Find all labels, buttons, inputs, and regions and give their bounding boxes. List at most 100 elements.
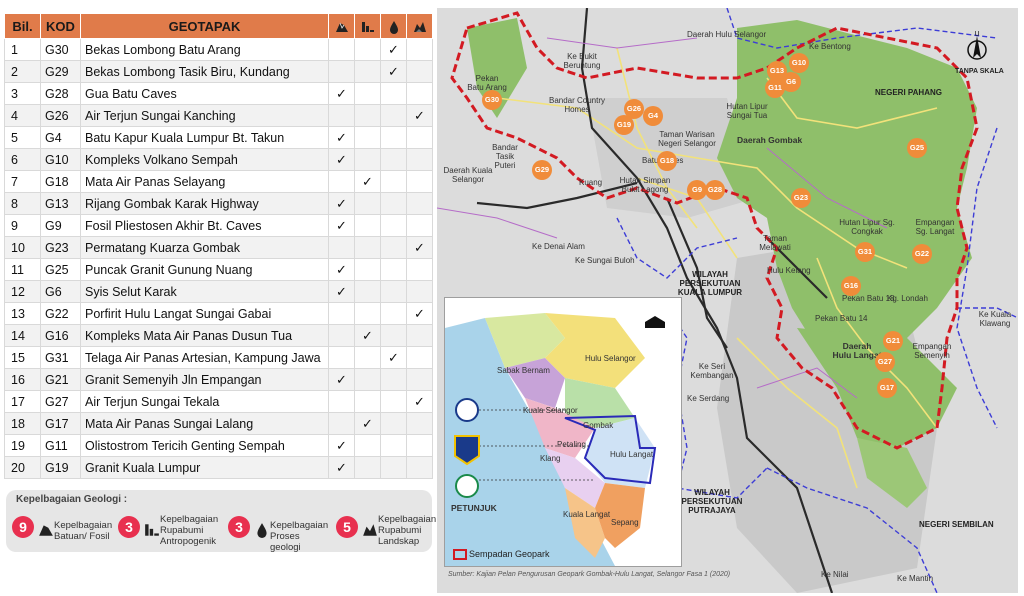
row-check-cell [354,434,381,457]
geosite-marker-g19[interactable]: G19 [614,115,634,135]
row-check-cell [328,412,355,435]
geosite-marker-g25[interactable]: G25 [907,138,927,158]
row-check-cell [328,324,355,347]
row-check-cell [380,324,407,347]
table-row: 8 G13 Rijang Gombak Karak Highway ✓ [4,192,433,215]
check-mark: ✓ [354,324,381,347]
place-label: Daerah Kuala Selangor [443,166,493,184]
logo-emblem-3 [455,474,479,498]
legend-label: Kepelbagaian Batuan/ Fosil [54,520,113,542]
table-row: 4 G26 Air Terjun Sungai Kanching ✓ [4,104,433,127]
row-kod: G9 [40,214,81,237]
row-check-cell [380,170,407,193]
row-kod: G29 [40,60,81,83]
legend-count-badge: 3 [118,516,140,538]
inset-map-drawing [445,298,681,566]
place-label: Taman Warisan Negeri Selangor [658,130,716,148]
row-geotapak: Bekas Lombong Batu Arang [80,38,329,61]
row-check-cell [354,456,381,479]
geosite-marker-g17[interactable]: G17 [877,378,897,398]
geosite-marker-g26[interactable]: G26 [624,99,644,119]
row-kod: G27 [40,390,81,413]
place-label: Kuang [579,178,603,187]
row-check-cell [380,390,407,413]
table-row: 2 G29 Bekas Lombong Tasik Biru, Kundang ✓ [4,60,433,83]
check-mark: ✓ [380,346,407,369]
logo-emblem-2 [454,435,480,466]
place-label: Daerah Hulu Langat [832,341,882,360]
inset-north-icon [645,316,665,328]
row-geotapak: Mata Air Panas Selayang [80,170,329,193]
row-kod: G17 [40,412,81,435]
row-geotapak: Kompleks Volkano Sempah [80,148,329,171]
table-row: 10 G23 Permatang Kuarza Gombak ✓ [4,236,433,259]
row-bil: 17 [4,390,41,413]
place-label: Empangan Sg. Langat [915,218,955,236]
place-label: Hulu Kelang [767,266,811,275]
geosite-marker-g27[interactable]: G27 [875,352,895,372]
row-bil: 18 [4,412,41,435]
row-check-cell [354,60,381,83]
place-label: Ke Mantin [897,574,934,583]
header-rock-fossil [328,13,355,39]
row-bil: 13 [4,302,41,325]
geological-process-drop-icon [389,20,398,34]
geopark-map[interactable]: Daerah Hulu Selangor Ke Bukit Beruntung … [437,8,1018,593]
row-geotapak: Kompleks Mata Air Panas Dusun Tua [80,324,329,347]
geopark-boundary-line [450,11,979,450]
row-geotapak: Telaga Air Panas Artesian, Kampung Jawa [80,346,329,369]
row-check-cell [380,126,407,149]
inset-legend: Sempadan Geopark [453,549,550,560]
table-row: 13 G22 Porfirit Hulu Langat Sungai Gabai ✓ [4,302,433,325]
check-mark: ✓ [406,302,433,325]
row-check-cell [354,346,381,369]
geosite-marker-g23[interactable]: G23 [791,188,811,208]
row-check-cell [354,368,381,391]
inset-district-label: Sepang [611,518,639,527]
row-check-cell [406,324,433,347]
geosite-marker-g11[interactable]: G11 [765,78,785,98]
place-label: Bandar Country Homes [548,96,606,114]
geosite-marker-g18[interactable]: G18 [657,151,677,171]
place-label: Kg. Londah [887,294,928,303]
geosite-marker-g29[interactable]: G29 [532,160,552,180]
geosite-marker-g10[interactable]: G10 [789,53,809,73]
geological-process-drop-icon [257,523,267,538]
row-bil: 19 [4,434,41,457]
header-landscape [406,13,433,39]
geosite-marker-g22[interactable]: G22 [912,244,932,264]
table-row: 17 G27 Air Terjun Sungai Tekala ✓ [4,390,433,413]
geosite-marker-g30[interactable]: G30 [482,90,502,110]
geosite-marker-g4[interactable]: G4 [643,106,663,126]
row-check-cell [406,126,433,149]
check-mark: ✓ [406,104,433,127]
geosite-marker-g9[interactable]: G9 [687,180,707,200]
table-row: 9 G9 Fosil Pliestosen Akhir Bt. Caves ✓ [4,214,433,237]
geosite-marker-g6[interactable]: G6 [781,72,801,92]
place-label: Bandar Tasik Puteri [492,143,518,170]
row-kod: G21 [40,368,81,391]
legend-label: Kepelbagaian Proses geologi [270,520,329,553]
row-check-cell [380,82,407,105]
geosite-marker-g28[interactable]: G28 [705,180,725,200]
row-check-cell [406,456,433,479]
legend-label: Kepelbagaian Rupabumi Antropogenik [160,514,219,547]
row-check-cell [380,302,407,325]
geosite-marker-g21[interactable]: G21 [883,331,903,351]
check-mark: ✓ [328,456,355,479]
geosite-marker-g16[interactable]: G16 [841,276,861,296]
row-check-cell [354,192,381,215]
row-check-cell [406,38,433,61]
row-check-cell [354,214,381,237]
row-bil: 9 [4,214,41,237]
place-label: Pekan Batu 18 [842,294,895,303]
row-bil: 20 [4,456,41,479]
north-label: U [974,31,979,38]
row-check-cell [354,236,381,259]
rock-fossil-icon [39,525,53,536]
geosite-marker-g31[interactable]: G31 [855,242,875,262]
row-check-cell [380,236,407,259]
row-geotapak: Gua Batu Caves [80,82,329,105]
check-mark: ✓ [328,434,355,457]
row-geotapak: Permatang Kuarza Gombak [80,236,329,259]
